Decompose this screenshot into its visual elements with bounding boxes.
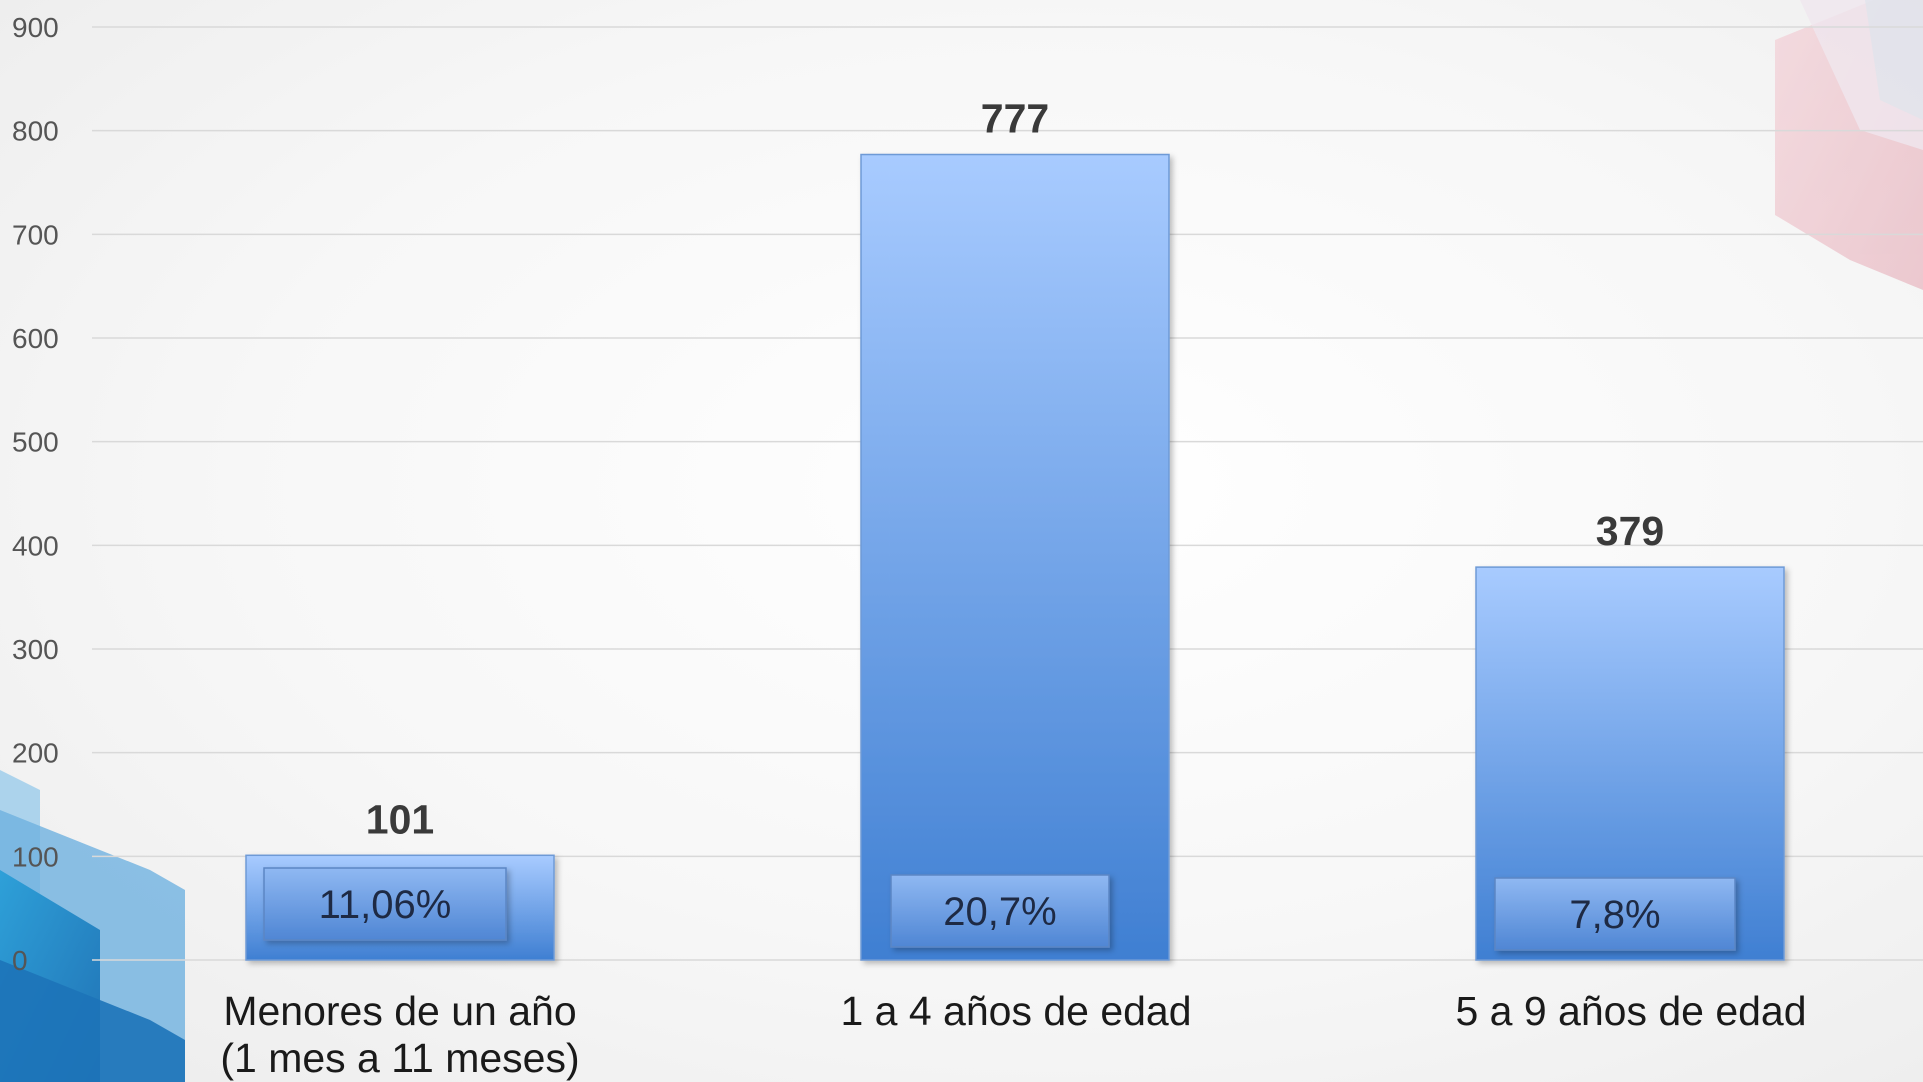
category-labels: Menores de un año(1 mes a 11 meses) 1 a 4… [220,988,1806,1081]
percent-box [890,874,1110,948]
bar-value-label: 101 [366,796,434,842]
category-label: 5 a 9 años de edad [1455,988,1806,1034]
y-tick-label: 0 [12,945,28,976]
bar [860,153,1170,961]
decoration-top-right [1775,0,1923,290]
y-tick-label: 600 [12,323,59,354]
decoration-bottom-left [0,770,185,1082]
category-label: (1 mes a 11 meses) [220,1035,579,1081]
y-tick-label: 500 [12,427,59,458]
category-label: Menores de un año [223,988,576,1034]
bar-value-label: 777 [981,96,1049,142]
percent-label: 11,06% [319,883,452,927]
percent-label: 7,8% [1569,893,1660,937]
y-tick-label: 300 [12,634,59,665]
category-label: 1 a 4 años de edad [840,988,1191,1034]
y-tick-label: 900 [12,12,59,43]
percent-box [1494,877,1736,951]
data-labels: 101 11,06% 777 20,7% 379 7,8% [263,96,1736,951]
y-tick-label: 700 [12,219,59,250]
percent-box [263,867,507,941]
bars [245,153,1785,961]
y-tick-label: 200 [12,738,59,769]
y-axis-tick-labels: 0 100 200 300 400 500 600 700 800 900 [12,12,59,976]
y-tick-label: 100 [12,841,59,872]
y-tick-label: 800 [12,116,59,147]
bar-value-label: 379 [1596,508,1664,554]
percent-label: 20,7% [943,890,1056,934]
y-tick-label: 400 [12,530,59,561]
